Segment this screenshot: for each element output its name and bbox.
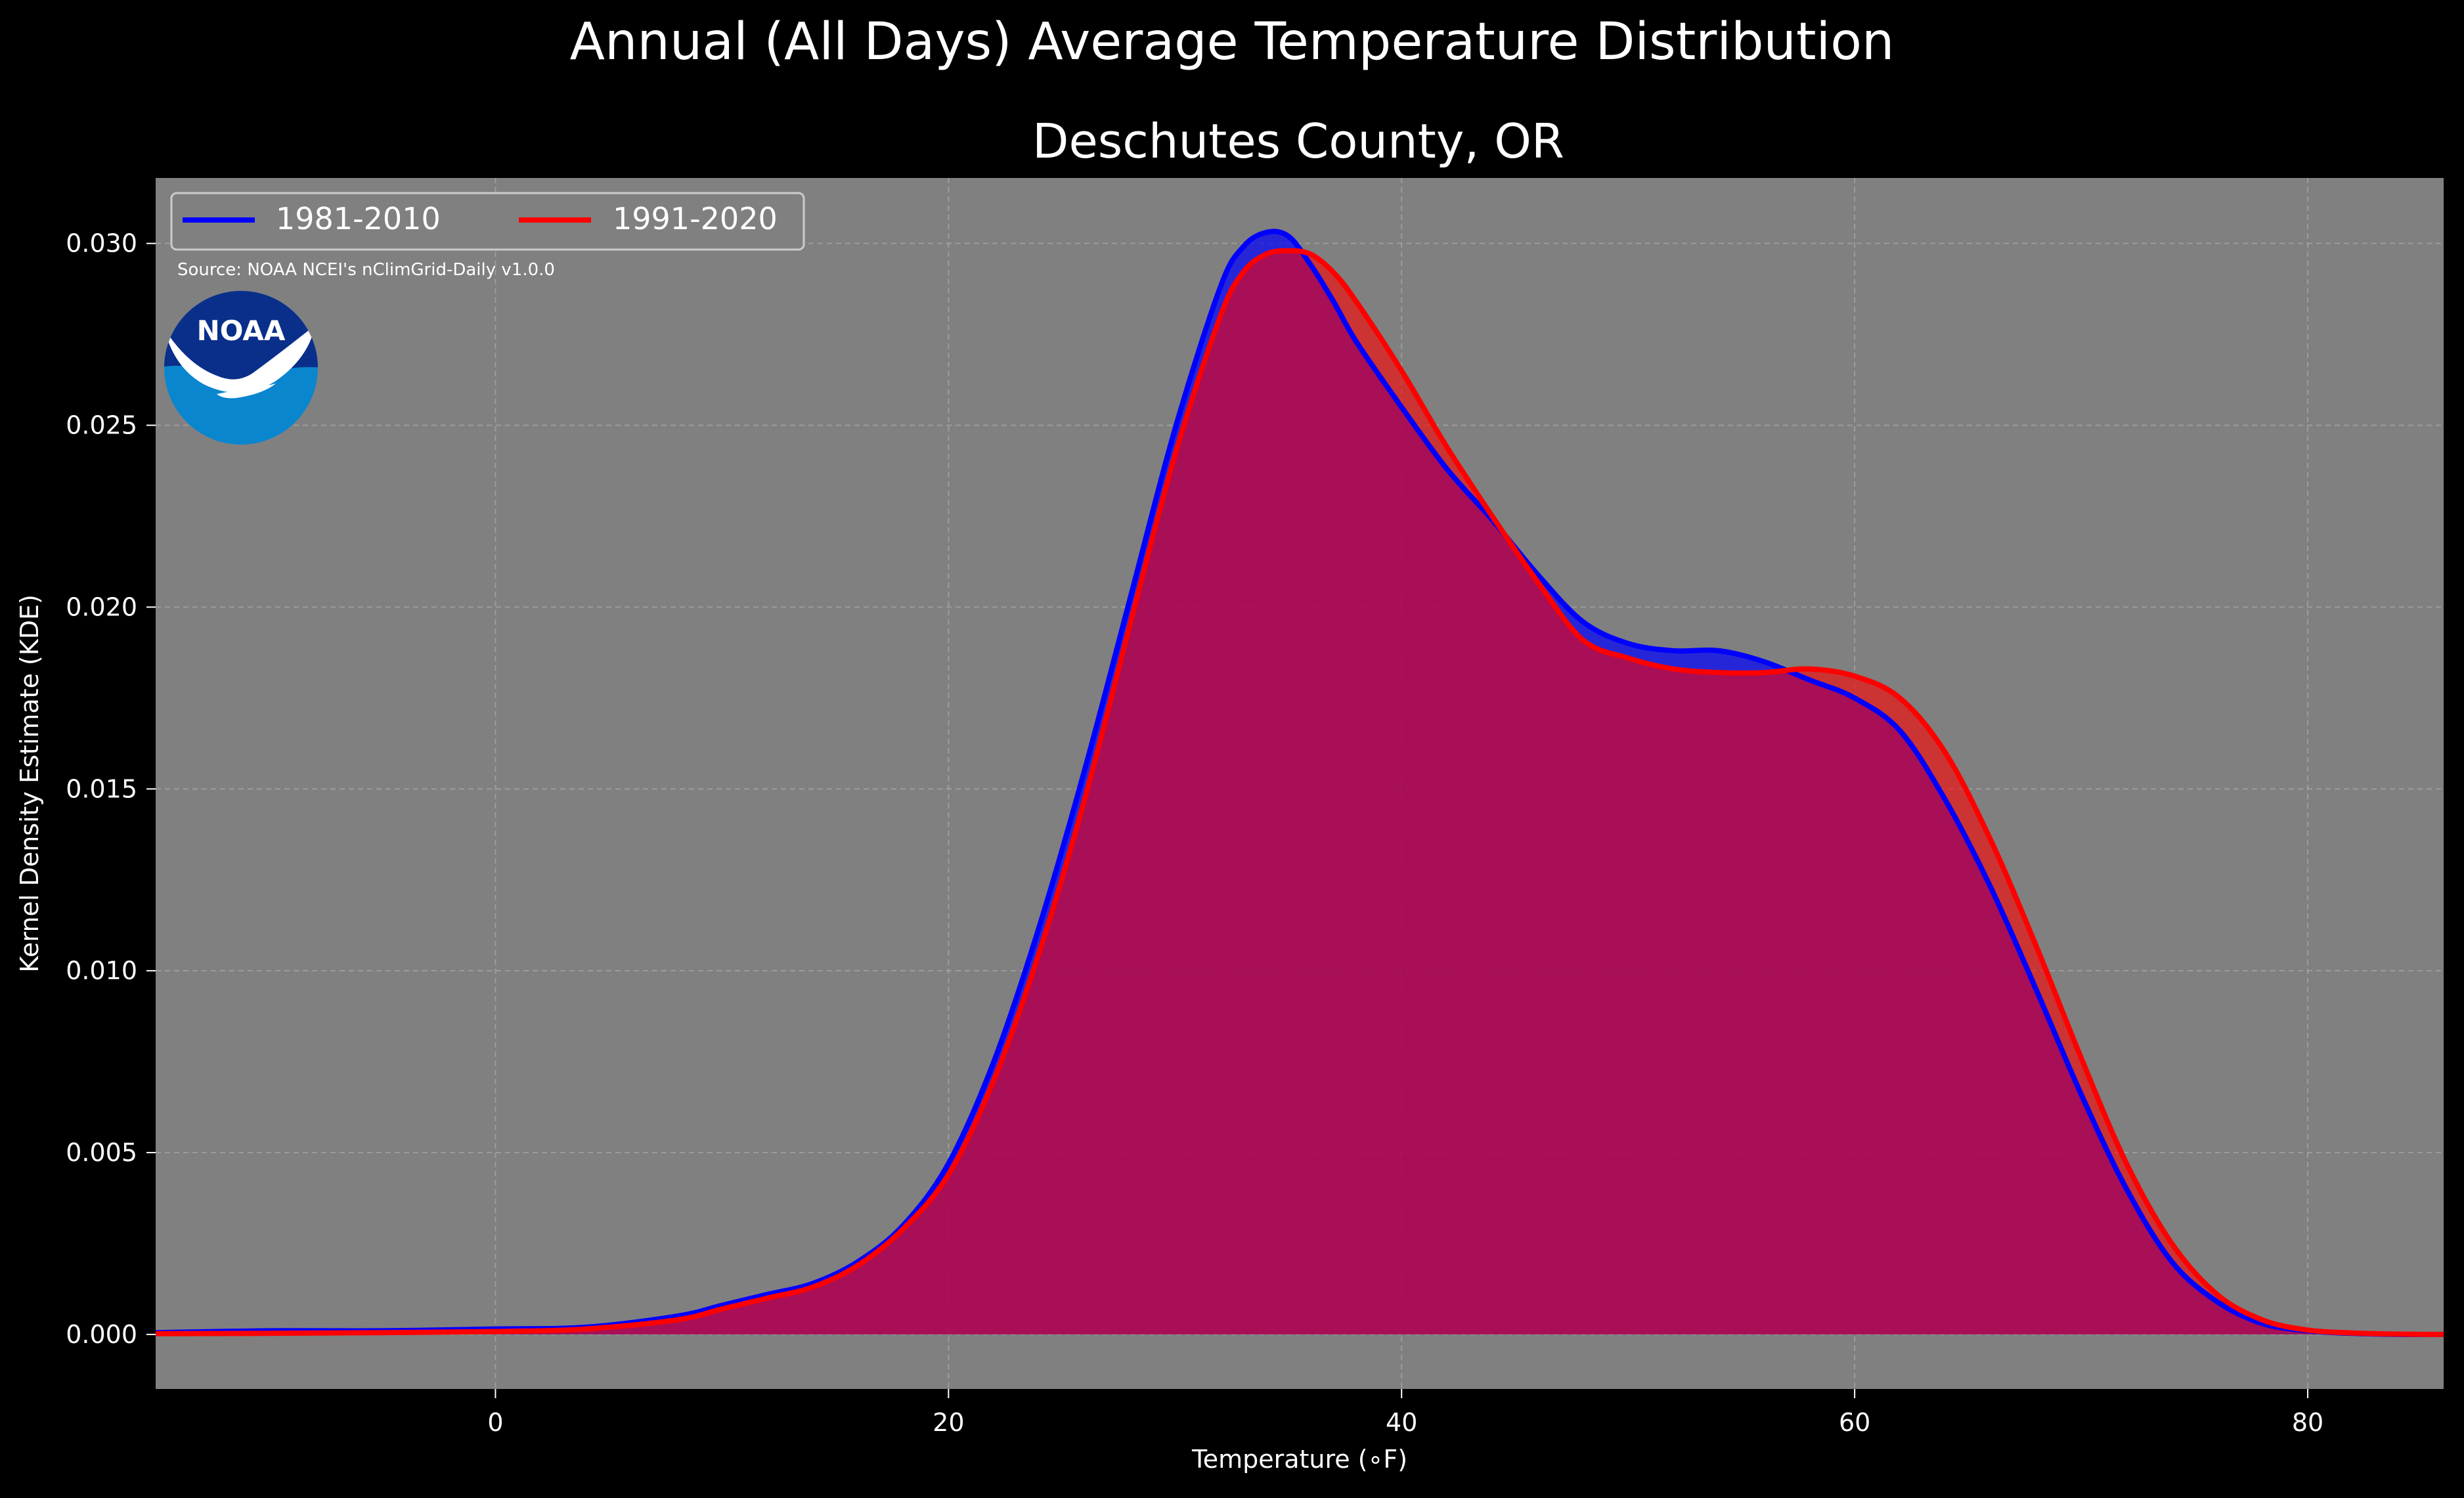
y-tick-label: 0.000 [66, 1320, 137, 1349]
x-tick-label: 20 [933, 1408, 964, 1437]
noaa-logo-text: NOAA [197, 315, 286, 347]
axis-ticks: 0 20 40 60 80 0.000 0.005 0.010 0.015 0.020 0.025 0… [66, 229, 2323, 1437]
y-tick-label: 0.030 [66, 229, 137, 258]
y-tick-label: 0.020 [66, 592, 137, 621]
source-note: Source: NOAA NCEI's nClimGrid-Daily v1.0… [177, 260, 555, 280]
area-1991-2020 [156, 250, 2444, 1334]
line-1991-2020 [155, 248, 2444, 1337]
y-tick-label: 0.015 [66, 774, 137, 803]
density-lines [155, 229, 2444, 1338]
legend-label-1991-2020: 1991-2020 [613, 201, 778, 236]
y-tick-label: 0.010 [66, 956, 137, 985]
legend: 1981-2010 1991-2020 [170, 192, 805, 251]
x-tick-label: 60 [1839, 1408, 1870, 1437]
y-tick-label: 0.025 [66, 411, 137, 440]
x-tick-label: 80 [2292, 1408, 2323, 1437]
y-tick-label: 0.005 [66, 1138, 137, 1167]
density-areas [156, 231, 2444, 1335]
legend-frame [170, 192, 805, 251]
legend-label-1981-2010: 1981-2010 [276, 201, 441, 236]
figure-suptitle: Annual (All Days) Average Temperature Di… [570, 12, 1895, 72]
line-1981-2010 [155, 229, 2444, 1338]
x-axis-label: Temperature (∘F) [1191, 1445, 1407, 1474]
chart-title: Deschutes County, OR [1032, 114, 1564, 169]
noaa-logo: NOAA [164, 291, 318, 445]
x-tick-label: 40 [1386, 1408, 1417, 1437]
x-tick-label: 0 [487, 1408, 503, 1437]
y-axis-label: Kernel Density Estimate (KDE) [15, 594, 44, 973]
